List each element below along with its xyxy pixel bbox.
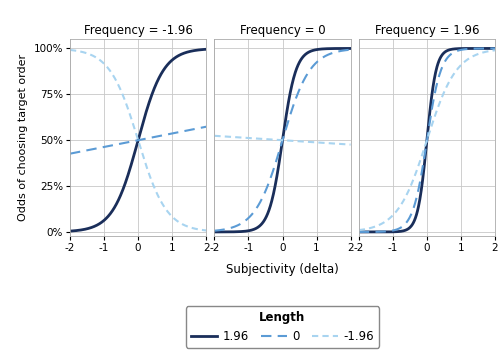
Text: Subjectivity (delta): Subjectivity (delta): [226, 263, 339, 276]
Title: Frequency = 1.96: Frequency = 1.96: [374, 24, 479, 37]
Title: Frequency = -1.96: Frequency = -1.96: [84, 24, 192, 37]
Legend: 1.96, 0, -1.96: 1.96, 0, -1.96: [186, 306, 379, 347]
Y-axis label: Odds of choosing target order: Odds of choosing target order: [18, 54, 28, 221]
Title: Frequency = 0: Frequency = 0: [240, 24, 326, 37]
